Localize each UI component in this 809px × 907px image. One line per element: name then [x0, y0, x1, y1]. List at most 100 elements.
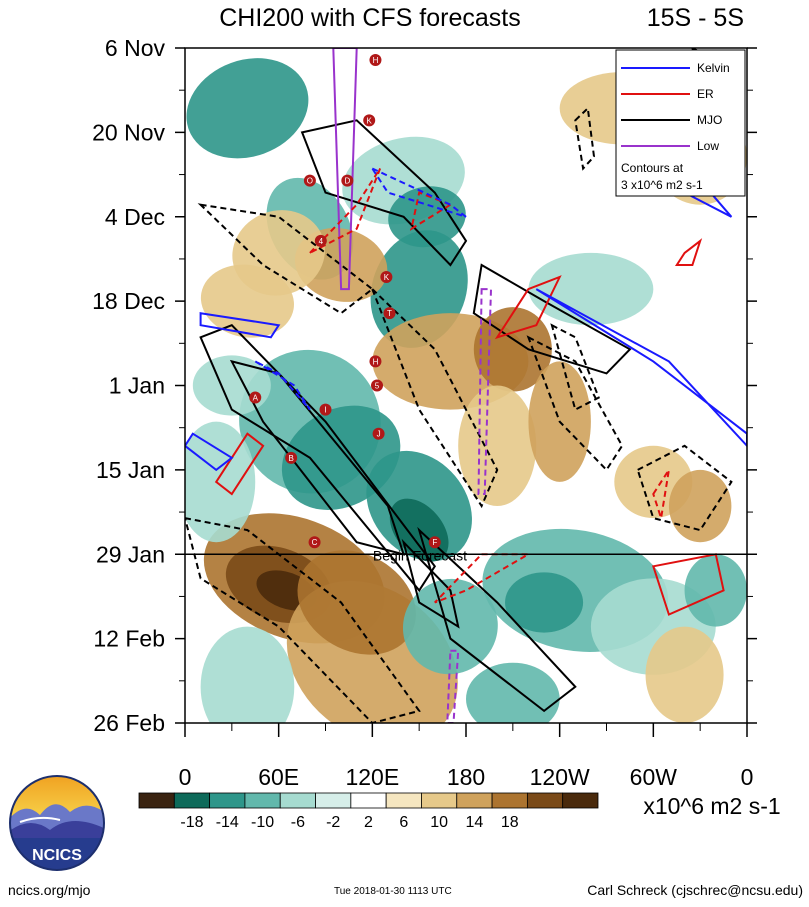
storm-label: D	[344, 177, 350, 186]
storm-marker: K	[363, 114, 376, 127]
colorbar-bin	[526, 792, 564, 809]
storm-label: F	[432, 538, 437, 547]
anomaly-blob	[297, 550, 416, 655]
contour-line	[574, 106, 596, 171]
anomaly-blob	[402, 578, 498, 675]
contour-line	[332, 48, 358, 291]
contour-line	[652, 469, 670, 519]
storm-label: K	[384, 273, 390, 282]
storm-label: A	[253, 394, 259, 403]
colorbar-unit: x10^6 m2 s-1	[643, 793, 780, 819]
region-label: 15S - 5S	[647, 4, 744, 32]
anomaly-blob	[668, 469, 732, 543]
anomaly-blob	[473, 307, 552, 392]
y-tick-label: 1 Jan	[109, 373, 165, 399]
colorbar-tick-label: -2	[326, 814, 340, 831]
contour-line	[371, 288, 499, 509]
contour-line	[494, 275, 562, 340]
legend-note-2: 3 x10^6 m2 s-1	[621, 178, 703, 192]
storm-label: 4	[319, 237, 324, 246]
storm-label: I	[324, 406, 326, 415]
colorbar-tick-label: -10	[251, 814, 274, 831]
contour-line	[309, 167, 382, 254]
colorbar-bin	[244, 792, 281, 809]
colorbar-bin	[385, 792, 422, 809]
chart-title: CHI200 with CFS forecasts	[219, 4, 521, 32]
colorbar-bin	[279, 792, 316, 809]
storm-label: B	[288, 454, 293, 463]
storm-label: H	[373, 56, 379, 65]
x-tick-label: 120E	[345, 764, 399, 790]
storm-marker: A	[249, 391, 262, 404]
y-tick-label: 4 Dec	[105, 204, 165, 230]
contour-line	[550, 323, 600, 412]
y-tick-label: 15 Jan	[96, 457, 165, 483]
legend-note-1: Contours at	[621, 161, 684, 175]
anomaly-blob	[466, 662, 560, 723]
colorbar-bin	[315, 792, 352, 809]
contour-line	[417, 526, 577, 713]
colorbar-bin	[456, 792, 493, 809]
contour-line	[185, 432, 234, 472]
storm-marker: I	[319, 403, 332, 416]
x-tick-label: 0	[179, 764, 192, 790]
anomaly-blob	[200, 626, 295, 723]
anomaly-blob	[388, 186, 466, 248]
storm-marker: B	[285, 451, 298, 464]
contour-line	[214, 432, 265, 496]
storm-label: J	[377, 430, 381, 439]
contour-line	[446, 649, 460, 723]
y-tick-label: 29 Jan	[96, 541, 165, 567]
storm-marker: 5	[371, 379, 384, 392]
legend-label: ER	[697, 87, 714, 101]
y-axis: 6 Nov 20 Nov 4 Dec 18 Dec 1 Jan 15 Jan 29 Jan 1…	[92, 35, 757, 736]
x-tick-label: 60E	[258, 764, 299, 790]
anomaly-blob	[186, 58, 309, 159]
contour-line	[535, 288, 747, 448]
x-tick-label: 0	[741, 764, 754, 790]
contour-line	[652, 553, 725, 616]
x-tick-label: 120W	[530, 764, 590, 790]
storm-label: T	[387, 309, 392, 318]
contour-line	[197, 203, 374, 315]
anomaly-blob	[185, 421, 256, 543]
anomaly-blob	[528, 252, 654, 326]
contour-line	[409, 191, 453, 231]
x-tick-label: 180	[447, 764, 485, 790]
storm-marker: D	[341, 174, 354, 187]
y-tick-label: 12 Feb	[93, 626, 165, 652]
storm-marker: C	[308, 536, 321, 549]
colorbar-tick-label: -14	[216, 814, 239, 831]
storm-markers: H K O D 4 K T H 5 A I J B F C	[249, 54, 441, 549]
y-tick-label: 20 Nov	[92, 119, 165, 145]
storm-marker: O	[303, 174, 316, 187]
contour-line	[199, 324, 437, 593]
storm-label: O	[307, 177, 313, 186]
colorbar-tick-label: 6	[399, 814, 408, 831]
storm-marker: 4	[314, 234, 327, 247]
contour-line	[185, 517, 421, 723]
colorbar-tick-label: 2	[364, 814, 373, 831]
contour-line	[674, 238, 703, 266]
colorbar-bin	[421, 792, 458, 809]
ncics-logo: NCICS	[9, 775, 105, 871]
colorbar: -18 -14 -10 -6 -2 2 6 10 14 18	[138, 792, 599, 831]
colorbar-tick-label: -18	[180, 814, 203, 831]
anomaly-blob	[684, 554, 747, 627]
storm-marker: J	[372, 427, 385, 440]
storm-marker: F	[428, 536, 441, 549]
storm-marker: H	[369, 355, 382, 368]
storm-label: 5	[375, 382, 380, 391]
logo-text: NCICS	[32, 847, 82, 864]
storm-marker: K	[380, 271, 393, 284]
anomaly-blob	[458, 385, 537, 507]
legend-label: MJO	[697, 113, 722, 127]
colorbar-tick-label: 18	[501, 814, 519, 831]
colorbar-bin	[350, 792, 387, 809]
x-tick-label: 60W	[630, 764, 678, 790]
colorbar-tick-label: -6	[291, 814, 305, 831]
colorbar-bin	[209, 792, 246, 809]
storm-marker: H	[369, 54, 382, 67]
anomaly-blob	[645, 626, 724, 723]
